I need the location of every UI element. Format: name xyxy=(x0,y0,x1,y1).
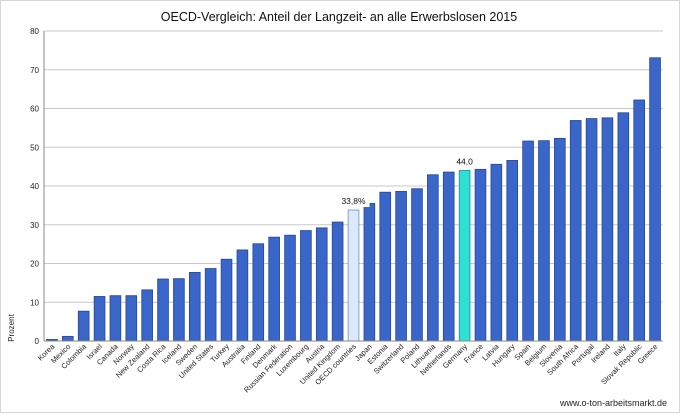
y-tick-label: 50 xyxy=(30,143,39,152)
y-tick-label: 10 xyxy=(30,298,39,307)
bar-ireland xyxy=(601,117,614,342)
bar-denmark xyxy=(268,236,280,342)
annotation-box xyxy=(451,155,479,168)
bar-latvia xyxy=(490,163,503,342)
y-axis-title: Prozent xyxy=(7,313,16,341)
bar-italy xyxy=(617,112,630,342)
bar-colombia xyxy=(77,310,90,342)
bar-slovak-republic xyxy=(633,99,645,342)
data-label: 44,0 xyxy=(456,157,473,167)
bar-oecd-countries xyxy=(347,209,360,342)
y-tick-label: 20 xyxy=(30,260,39,269)
bar-russian-federation xyxy=(284,234,296,342)
x-axis-labels: KoreaMexicoColombiaIsraelCanadaNorwayNew… xyxy=(36,341,660,394)
chart-title: OECD-Vergleich: Anteil der Langzeit- an … xyxy=(161,10,517,24)
bar-spain xyxy=(522,140,534,342)
bar-poland xyxy=(411,188,423,342)
bar-finland xyxy=(252,243,265,342)
bar-estonia xyxy=(379,191,392,342)
y-tick-label: 30 xyxy=(30,221,39,230)
annotation-box xyxy=(337,195,370,208)
bar-hungary xyxy=(506,160,519,342)
bar-germany xyxy=(458,170,471,342)
y-tick-label: 70 xyxy=(30,66,39,75)
source-note: www.o-ton-arbeitsmarkt.de xyxy=(559,398,667,408)
bar-costa-rica xyxy=(157,278,169,342)
bar-australia xyxy=(236,249,249,342)
bar-mexico xyxy=(62,335,74,342)
bar-portugal xyxy=(585,118,598,342)
bar-greece xyxy=(649,57,661,342)
bar-sweden xyxy=(188,272,201,342)
bar-south-africa xyxy=(569,120,582,342)
bar-norway xyxy=(125,295,138,342)
bar-canada xyxy=(109,295,122,342)
bar-japan xyxy=(363,203,376,342)
bar-turkey xyxy=(220,258,233,342)
y-tick-label: 0 xyxy=(35,337,40,346)
bar-slovenia xyxy=(554,137,566,342)
bar-israel xyxy=(93,296,106,342)
bar-luxembourg xyxy=(300,230,312,342)
y-tick-label: 60 xyxy=(30,105,39,114)
bar-belgium xyxy=(538,140,550,342)
bar-iceland xyxy=(173,278,185,342)
bar-united-kingdom xyxy=(331,221,344,342)
y-tick-label: 40 xyxy=(30,182,39,191)
bar-united-states xyxy=(204,268,217,342)
bars xyxy=(46,57,661,342)
bar-france xyxy=(474,168,487,342)
y-axis-ticks: 0 10 20 30 40 50 60 70 80 xyxy=(30,27,39,346)
data-label: 33,8% xyxy=(341,196,366,206)
bar-switzerland xyxy=(395,191,407,342)
bar-new-zealand xyxy=(141,289,153,342)
bar-austria xyxy=(315,227,328,342)
bar-netherlands xyxy=(442,171,455,342)
y-tick-label: 80 xyxy=(30,27,39,36)
bar-lithuania xyxy=(427,174,439,342)
bar-annotations: 33,8% 44,0 xyxy=(337,155,479,208)
